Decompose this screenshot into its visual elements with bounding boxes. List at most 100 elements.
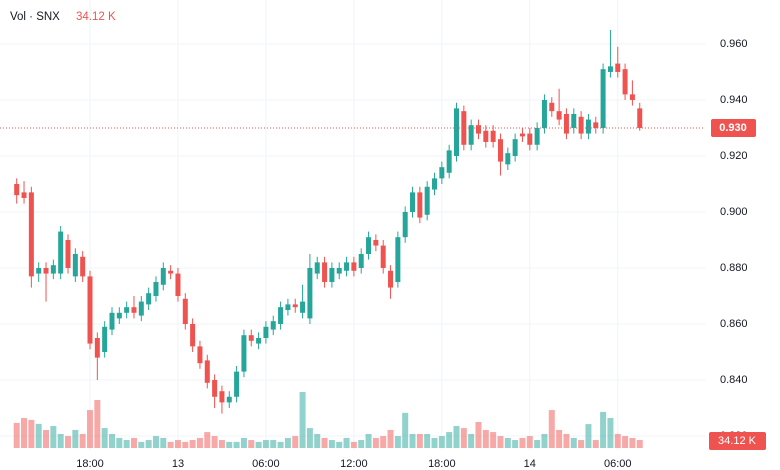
candle-body bbox=[527, 133, 533, 145]
volume-bar bbox=[211, 436, 218, 448]
x-tick-label: 12:00 bbox=[340, 458, 368, 470]
volume-bar bbox=[123, 440, 130, 448]
candle-body bbox=[593, 122, 599, 128]
candle-body bbox=[197, 346, 203, 364]
last-volume-label: 34.12 K bbox=[718, 435, 757, 447]
candle-body bbox=[446, 150, 452, 173]
x-tick-label: 18:00 bbox=[428, 458, 456, 470]
volume-bar bbox=[460, 428, 467, 448]
candle-body bbox=[505, 153, 511, 165]
candle-body bbox=[94, 337, 100, 358]
candle-body bbox=[241, 335, 247, 372]
volume-bar bbox=[526, 436, 533, 448]
candle-body bbox=[190, 323, 196, 347]
volume-bar bbox=[534, 440, 541, 448]
volume-bar bbox=[365, 433, 372, 448]
candle-body bbox=[14, 183, 20, 196]
volume-bar bbox=[116, 437, 123, 448]
candle-body bbox=[21, 192, 27, 198]
volume-bar bbox=[629, 437, 636, 448]
volume-bar bbox=[387, 429, 394, 448]
candle-body bbox=[160, 267, 166, 285]
candle-body bbox=[270, 321, 276, 330]
candle-body bbox=[395, 237, 401, 282]
candle-body bbox=[256, 337, 262, 344]
y-tick-label: 0.840 bbox=[720, 374, 748, 386]
volume-bar bbox=[87, 410, 93, 448]
y-tick-label: 0.900 bbox=[720, 206, 748, 218]
volume-bar bbox=[233, 441, 240, 448]
x-tick-label: 06:00 bbox=[252, 458, 280, 470]
volume-legend-value: 34.12 K bbox=[76, 11, 116, 23]
candle-body bbox=[541, 99, 547, 128]
candle-body bbox=[534, 127, 540, 145]
candle-body bbox=[131, 307, 137, 313]
candle-body bbox=[102, 326, 108, 352]
volume-bar bbox=[182, 441, 189, 448]
candle-body bbox=[307, 267, 313, 319]
candle-body bbox=[483, 130, 489, 142]
candle-body bbox=[285, 304, 291, 310]
volume-bar bbox=[189, 440, 196, 448]
volume-bar bbox=[218, 440, 225, 448]
volume-bar bbox=[578, 440, 585, 448]
volume-bar bbox=[314, 433, 321, 448]
volume-bar bbox=[431, 437, 438, 448]
y-tick-label: 0.880 bbox=[720, 262, 748, 274]
volume-bar bbox=[226, 441, 233, 448]
volume-bar bbox=[262, 440, 269, 448]
volume-bar bbox=[394, 436, 401, 448]
candle-body bbox=[50, 265, 56, 274]
volume-bar bbox=[240, 437, 247, 448]
volume-bar bbox=[138, 441, 145, 448]
volume-bar bbox=[372, 437, 379, 448]
candle-body bbox=[519, 133, 525, 137]
candle-body bbox=[490, 130, 496, 142]
candle-body bbox=[454, 108, 459, 156]
candle-body bbox=[109, 312, 115, 330]
volume-bar bbox=[130, 437, 137, 448]
x-tick-label: 14 bbox=[524, 458, 536, 470]
candle-body bbox=[388, 270, 394, 288]
volume-bar bbox=[57, 433, 64, 448]
candle-body bbox=[417, 192, 423, 218]
volume-bar bbox=[167, 441, 174, 448]
volume-bar bbox=[622, 436, 629, 448]
candle-body bbox=[65, 239, 71, 268]
candle-body bbox=[80, 256, 86, 277]
volume-bar bbox=[358, 440, 365, 448]
candle-body bbox=[36, 267, 42, 274]
candle-body bbox=[175, 273, 181, 296]
volume-bar bbox=[255, 441, 262, 448]
volume-bar bbox=[152, 436, 159, 448]
candle-body bbox=[578, 116, 584, 134]
volume-bar bbox=[350, 441, 357, 448]
candle-body bbox=[512, 139, 518, 156]
volume-bar bbox=[204, 432, 211, 448]
x-tick-label: 18:00 bbox=[76, 458, 104, 470]
volume-bar bbox=[600, 411, 607, 448]
candles bbox=[14, 29, 643, 414]
volume-bar bbox=[556, 429, 563, 448]
volume-bar bbox=[592, 440, 599, 448]
volume-bar bbox=[490, 432, 497, 448]
candle-body bbox=[475, 125, 481, 134]
y-tick-label: 0.860 bbox=[720, 318, 748, 330]
candle-body bbox=[300, 301, 306, 313]
candle-body bbox=[549, 102, 555, 112]
volume-bar bbox=[497, 436, 504, 448]
candle-body bbox=[468, 125, 474, 145]
y-tick-label: 0.920 bbox=[720, 150, 748, 162]
volume-bar bbox=[512, 440, 519, 448]
candle-body bbox=[344, 262, 350, 271]
volume-bar bbox=[328, 440, 335, 448]
volume-bar bbox=[174, 440, 181, 448]
candle-body bbox=[585, 119, 591, 134]
candle-body bbox=[72, 253, 78, 277]
volume-bar bbox=[336, 441, 343, 448]
volume-bar bbox=[160, 437, 167, 448]
candle-body bbox=[124, 307, 130, 313]
price-axis-bg bbox=[705, 0, 780, 470]
candle-body bbox=[402, 211, 408, 238]
